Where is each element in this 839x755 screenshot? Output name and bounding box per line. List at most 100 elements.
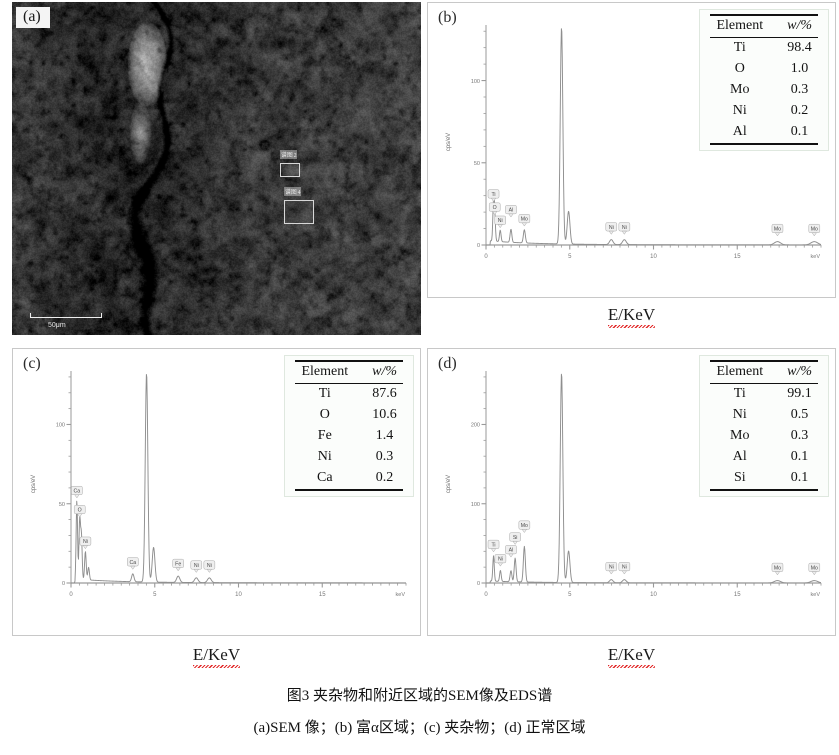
cell-value: 0.3 — [790, 82, 809, 97]
cell-value: 10.6 — [372, 407, 397, 422]
cell-element: Mo — [730, 82, 750, 97]
sem-region-box-4 — [284, 200, 314, 224]
svg-text:Mo: Mo — [811, 226, 818, 232]
panel-d-plot-area: cps/eV 0 100 200 0 5 10 15 keV Ti Ni Al Si Mo Ni Ni Mo M… — [446, 363, 827, 605]
cell-element: Mo — [730, 428, 750, 443]
panel-c-label: (c) — [23, 355, 41, 372]
svg-text:200: 200 — [471, 423, 480, 429]
svg-text:Ca: Ca — [129, 560, 136, 566]
panel-d-header-element: Element — [710, 360, 782, 384]
cell-element: Ti — [733, 40, 746, 55]
table-row: Al 0.1 — [710, 122, 818, 145]
svg-text:15: 15 — [319, 592, 326, 598]
panel-b-spectrum-svg: 0 50 100 0 5 10 15 keV Ti O Ni Al Mo Ni Ni Mo Mo — [471, 25, 822, 260]
svg-text:Ti: Ti — [491, 542, 495, 548]
svg-text:0: 0 — [484, 254, 488, 260]
svg-text:Mo: Mo — [521, 217, 528, 223]
svg-text:15: 15 — [734, 592, 741, 598]
svg-text:10: 10 — [650, 592, 657, 598]
cell-value: 0.1 — [781, 468, 818, 491]
cell-value: 0.5 — [790, 407, 809, 422]
svg-text:keV: keV — [811, 254, 821, 260]
table-row: Ti 99.1 — [710, 384, 818, 406]
cell-value: 0.1 — [790, 449, 809, 464]
panel-c-yaxis-title: cps/eV — [31, 474, 38, 494]
svg-text:15: 15 — [734, 254, 741, 260]
svg-text:50: 50 — [474, 161, 480, 167]
svg-text:Ni: Ni — [609, 565, 614, 571]
cell-value: 0.2 — [790, 103, 809, 118]
cell-element: Ni — [732, 103, 747, 118]
svg-text:Ni: Ni — [622, 565, 627, 571]
panel-b-plot-area: cps/eV 0 50 100 0 5 10 15 keV Ti O Ni Al Mo Ni Ni Mo Mo — [446, 17, 827, 267]
panel-b-composition-table: Element w/% Ti 98.4 O 1.0 Mo 0.3 — [699, 9, 829, 151]
figure-caption-sub: (a)SEM 像；(b) 富α区域；(c) 夹杂物；(d) 正常区域 — [253, 720, 586, 736]
table-row: O 1.0 — [710, 59, 818, 80]
cell-value: 87.6 — [372, 386, 397, 401]
svg-text:5: 5 — [568, 592, 572, 598]
cell-value: 98.4 — [787, 40, 812, 55]
cell-element: O — [319, 407, 330, 422]
table-row: Si 0.1 — [710, 468, 818, 491]
svg-text:Al: Al — [509, 548, 514, 554]
svg-text:Ni: Ni — [609, 225, 614, 231]
svg-text:10: 10 — [235, 592, 242, 598]
svg-text:Mo: Mo — [521, 523, 528, 529]
cell-value: 99.1 — [787, 386, 812, 401]
svg-text:Mo: Mo — [811, 565, 818, 571]
scale-bar-label: 50μm — [48, 322, 66, 329]
panel-b-header-element: Element — [710, 14, 782, 38]
panel-a-sem-image: (a) 谱图 2 谱图 4 50μm — [12, 2, 421, 335]
svg-text:0: 0 — [484, 592, 488, 598]
panel-b-yaxis-title: cps/eV — [446, 132, 453, 152]
cell-element: Si — [710, 468, 782, 491]
svg-text:0: 0 — [62, 581, 65, 587]
svg-text:Mo: Mo — [774, 565, 781, 571]
svg-text:Ni: Ni — [194, 563, 199, 569]
table-row: Ni 0.3 — [295, 447, 403, 468]
table-row: Ni 0.2 — [710, 101, 818, 122]
svg-text:Ni: Ni — [83, 539, 88, 545]
sem-region-label-2: 谱图 2 — [280, 150, 298, 159]
panel-d-composition-table: Element w/% Ti 99.1 Ni 0.5 Mo 0. — [699, 355, 829, 497]
cell-value: 0.1 — [781, 122, 818, 145]
svg-text:Al: Al — [509, 208, 514, 214]
table-row: Mo 0.3 — [710, 80, 818, 101]
cell-element: Ti — [733, 386, 746, 401]
svg-text:Si: Si — [513, 535, 518, 541]
cell-element: O — [734, 61, 745, 76]
cell-element: Al — [710, 122, 782, 145]
panel-b-header-weight: w/% — [781, 14, 818, 38]
panel-c-header-element: Element — [295, 360, 367, 384]
cell-value: 1.4 — [375, 428, 394, 443]
svg-text:Ni: Ni — [622, 225, 627, 231]
cell-element: Ni — [732, 407, 747, 422]
scale-bar — [30, 313, 102, 318]
figure-caption-main: 图3 夹杂物和附近区域的SEM像及EDS谱 — [286, 688, 553, 704]
table-row: Al 0.1 — [710, 447, 818, 468]
svg-text:Ca: Ca — [74, 488, 81, 494]
panel-d-axis-caption: E/KeV — [607, 645, 656, 668]
panel-c-header-weight: w/% — [366, 360, 403, 384]
cell-value: 1.0 — [790, 61, 809, 76]
panel-b-axis-caption: E/KeV — [607, 305, 656, 328]
svg-text:0: 0 — [477, 581, 480, 587]
panel-c-table-body: Ti 87.6 O 10.6 Fe 1.4 Ni 0.3 — [295, 384, 403, 491]
cell-element: Fe — [317, 428, 332, 443]
svg-text:10: 10 — [650, 254, 657, 260]
svg-text:keV: keV — [811, 592, 821, 598]
table-row: Fe 1.4 — [295, 426, 403, 447]
panel-c-composition-table: Element w/% Ti 87.6 O 10.6 Fe 1. — [284, 355, 414, 497]
panel-b-label: (b) — [438, 9, 457, 26]
cell-element: Ca — [295, 468, 367, 491]
svg-text:100: 100 — [471, 79, 480, 85]
svg-text:O: O — [493, 205, 497, 211]
cell-element: Al — [732, 449, 747, 464]
panel-b-table-body: Ti 98.4 O 1.0 Mo 0.3 Ni 0.2 — [710, 38, 818, 145]
cell-value: 0.3 — [375, 449, 394, 464]
panel-c-axis-caption: E/KeV — [192, 645, 241, 668]
svg-text:Ni: Ni — [498, 218, 503, 224]
svg-text:Ni: Ni — [498, 557, 503, 563]
